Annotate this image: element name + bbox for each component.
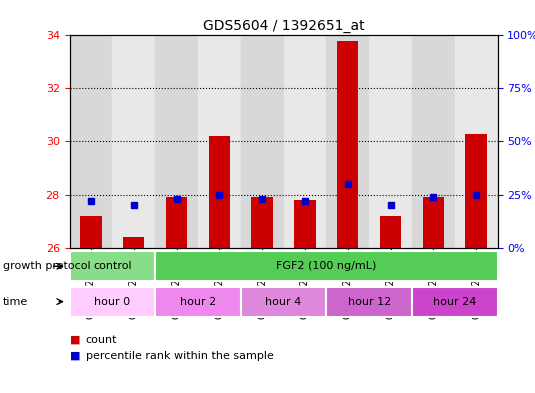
Text: hour 2: hour 2 — [180, 297, 216, 307]
Text: hour 12: hour 12 — [348, 297, 391, 307]
Bar — [423, 197, 444, 248]
Bar — [155, 286, 241, 317]
Bar — [209, 136, 230, 248]
Bar — [198, 35, 241, 248]
Bar — [70, 251, 155, 281]
Bar — [455, 35, 498, 248]
Bar — [70, 35, 112, 248]
Text: hour 0: hour 0 — [94, 297, 131, 307]
Text: ■: ■ — [70, 351, 80, 361]
Title: GDS5604 / 1392651_at: GDS5604 / 1392651_at — [203, 19, 364, 33]
Text: percentile rank within the sample: percentile rank within the sample — [86, 351, 273, 361]
Text: control: control — [93, 261, 132, 271]
Text: growth protocol: growth protocol — [3, 261, 90, 271]
Bar — [123, 237, 144, 248]
Bar — [166, 197, 187, 248]
Bar — [380, 216, 401, 248]
Bar — [251, 197, 273, 248]
Bar — [294, 200, 316, 248]
Text: FGF2 (100 ng/mL): FGF2 (100 ng/mL) — [276, 261, 377, 271]
Bar — [241, 286, 326, 317]
Bar — [284, 35, 326, 248]
Bar — [326, 286, 412, 317]
Bar — [112, 35, 155, 248]
Bar — [70, 286, 155, 317]
Bar — [465, 134, 487, 248]
Bar — [412, 35, 455, 248]
Bar — [241, 35, 284, 248]
Bar — [412, 286, 498, 317]
Bar — [80, 216, 102, 248]
Text: hour 4: hour 4 — [265, 297, 302, 307]
Bar — [369, 35, 412, 248]
Text: ■: ■ — [70, 335, 80, 345]
Bar — [337, 41, 358, 248]
Text: time: time — [3, 297, 28, 307]
Text: hour 24: hour 24 — [433, 297, 477, 307]
Bar — [155, 35, 198, 248]
Text: count: count — [86, 335, 117, 345]
Bar — [326, 35, 369, 248]
Bar — [155, 251, 498, 281]
